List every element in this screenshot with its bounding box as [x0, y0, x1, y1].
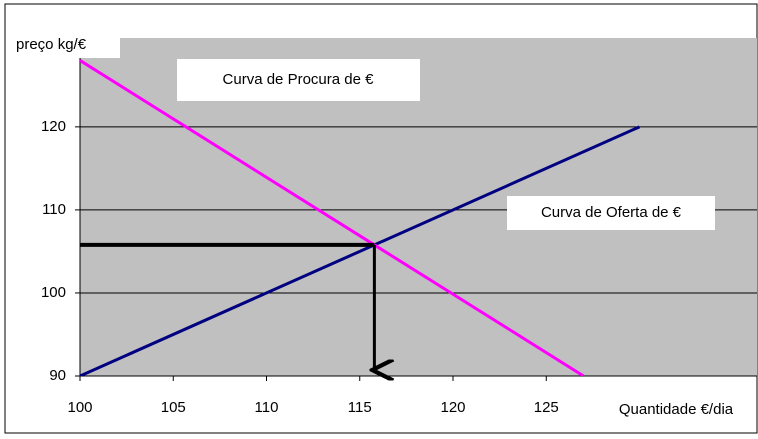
x-tick-label: 110 [255, 399, 279, 416]
annotation: Curva de Oferta de € [541, 204, 682, 221]
y-tick-label: 100 [41, 284, 66, 301]
x-tick-label: 115 [348, 399, 372, 416]
series-line [80, 125, 641, 376]
y-tick-label: 120 [41, 118, 66, 135]
x-axis-label: Quantidade €/dia [619, 401, 734, 418]
annotation-box [177, 59, 420, 101]
y-axis-label: preço kg/€ [16, 36, 87, 53]
y-tick-label: 110 [42, 201, 66, 218]
x-tick-label: 105 [161, 399, 186, 416]
x-tick-label: 125 [534, 399, 559, 416]
annotation-box [507, 196, 715, 230]
x-tick-label: 120 [440, 399, 465, 416]
x-tick-label: 100 [67, 399, 92, 416]
series-line [80, 59, 585, 376]
annotation: Curva de Procura de € [223, 71, 375, 88]
y-tick-label: 90 [49, 367, 66, 384]
ylabel-box [10, 32, 120, 58]
